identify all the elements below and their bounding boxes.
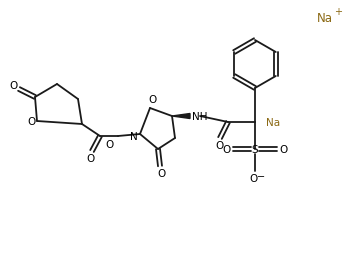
Text: Na: Na [317, 11, 333, 24]
Text: S: S [252, 145, 258, 154]
Text: O: O [105, 139, 113, 149]
Text: −: − [257, 171, 265, 181]
Polygon shape [172, 114, 190, 119]
Text: NH: NH [192, 112, 208, 121]
Text: O: O [222, 145, 230, 154]
Text: O: O [215, 140, 223, 150]
Text: O: O [86, 153, 94, 163]
Text: O: O [157, 168, 165, 178]
Text: O: O [249, 173, 257, 183]
Text: O: O [27, 117, 35, 126]
Text: O: O [148, 95, 156, 105]
Text: +: + [334, 7, 342, 17]
Text: O: O [280, 145, 288, 154]
Text: O: O [9, 81, 17, 91]
Text: Na: Na [266, 118, 280, 128]
Text: N: N [130, 132, 138, 141]
